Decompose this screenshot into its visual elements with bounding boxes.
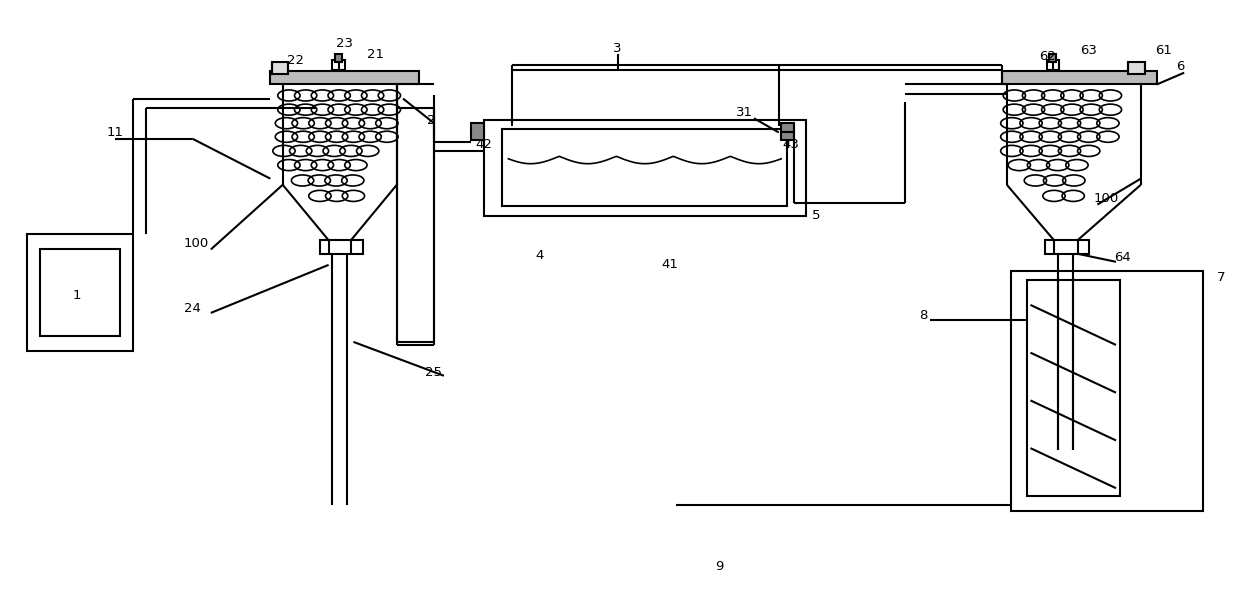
Bar (1128, 62, 1145, 74)
Text: 6: 6 (1177, 60, 1184, 73)
Bar (502, 129, 787, 206)
Text: 9: 9 (715, 560, 723, 573)
Bar (270, 71, 419, 84)
Text: 43: 43 (782, 138, 800, 152)
Text: 31: 31 (735, 106, 753, 120)
Bar (27, 234, 133, 351)
Text: 25: 25 (425, 366, 443, 379)
Text: 8: 8 (920, 309, 928, 322)
Bar (471, 123, 484, 140)
Text: 21: 21 (367, 47, 384, 61)
Text: 24: 24 (184, 301, 201, 315)
Text: 100: 100 (1094, 192, 1118, 205)
Text: 2: 2 (428, 113, 435, 127)
Bar (1045, 240, 1089, 254)
Text: 1: 1 (73, 289, 81, 302)
Bar (1047, 60, 1059, 70)
Text: 7: 7 (1218, 270, 1225, 284)
Text: 4: 4 (536, 249, 543, 262)
Text: 23: 23 (336, 36, 353, 50)
Text: 3: 3 (614, 41, 621, 55)
Text: 64: 64 (1114, 251, 1131, 264)
Bar (1002, 71, 1157, 84)
Bar (484, 120, 806, 216)
Bar (1049, 54, 1056, 62)
Text: 63: 63 (1080, 44, 1097, 57)
Text: 22: 22 (286, 54, 304, 67)
Bar (335, 54, 342, 62)
Bar (332, 60, 345, 70)
Bar (320, 240, 363, 254)
Bar (1027, 280, 1120, 496)
Text: 5: 5 (812, 209, 820, 222)
Text: 42: 42 (475, 138, 492, 152)
Bar (781, 123, 794, 140)
Text: 62: 62 (1039, 50, 1056, 63)
Bar (40, 249, 120, 336)
Text: 41: 41 (661, 258, 678, 272)
Bar (272, 62, 288, 74)
Text: 61: 61 (1154, 44, 1172, 57)
Text: 100: 100 (184, 237, 208, 250)
Text: 11: 11 (107, 126, 124, 139)
Bar (1011, 271, 1203, 511)
